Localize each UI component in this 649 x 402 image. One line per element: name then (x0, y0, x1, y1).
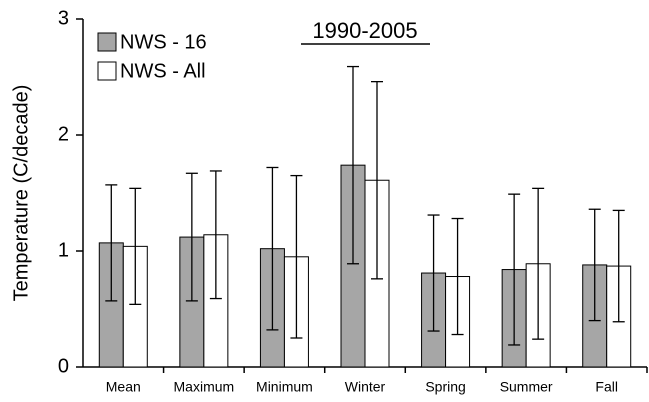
y-axis-label: Temperature (C/decade) (10, 85, 32, 302)
y-tick-label: 2 (58, 123, 69, 145)
chart-title: 1990-2005 (312, 18, 417, 43)
x-tick-label: Mean (106, 379, 141, 395)
x-tick-label: Summer (500, 379, 553, 395)
y-tick-label: 0 (58, 355, 69, 377)
legend-label: NWS - All (120, 60, 206, 82)
x-tick-label: Minimum (256, 379, 313, 395)
x-tick-label: Spring (425, 379, 465, 395)
y-tick-label: 3 (58, 7, 69, 29)
x-tick-label: Maximum (174, 379, 235, 395)
x-tick-label: Fall (595, 379, 618, 395)
legend-swatch (97, 32, 117, 52)
x-tick-label: Winter (345, 379, 386, 395)
y-tick-label: 1 (58, 239, 69, 261)
legend-label: NWS - 16 (120, 31, 207, 53)
legend-swatch (97, 61, 117, 81)
